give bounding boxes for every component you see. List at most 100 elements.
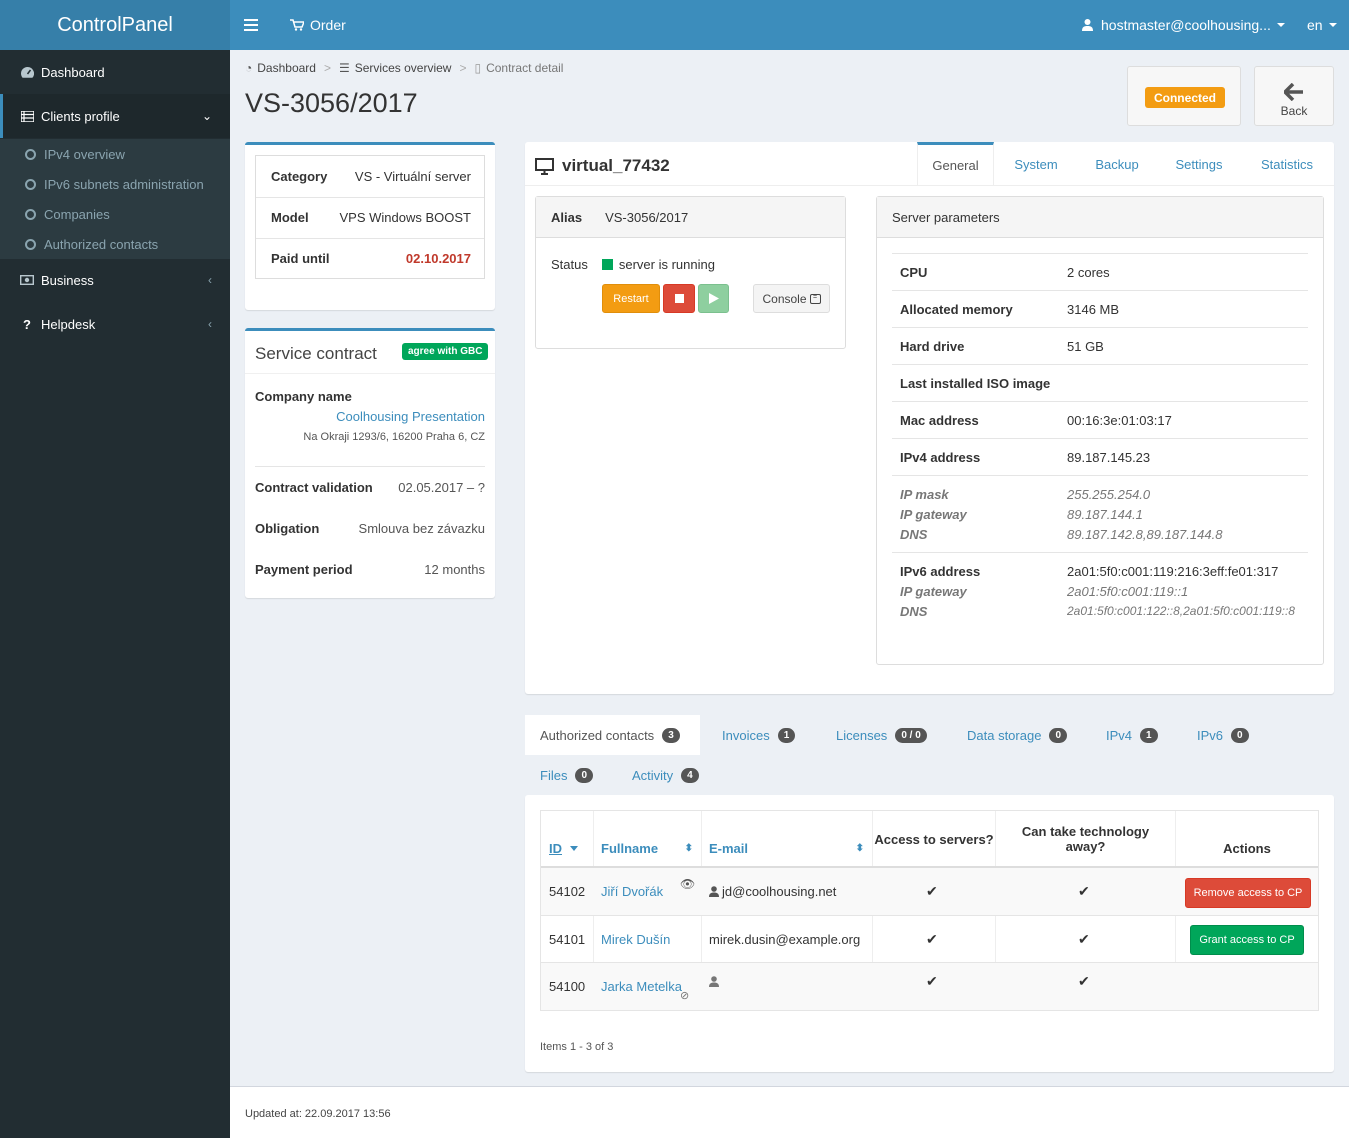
tab-general[interactable]: General (917, 142, 994, 186)
console-button[interactable]: Console = (753, 284, 830, 313)
tab-label: Activity (632, 767, 674, 783)
contacts-panel: ID Fullname ⬍ E-mail ⬍ Access to servers? … (525, 795, 1334, 1072)
user-menu[interactable]: hostmaster@coolhousing... (1082, 0, 1285, 50)
language-menu[interactable]: en (1307, 0, 1337, 50)
dns-label: DNS (900, 526, 928, 542)
tab-activity[interactable]: Activity 4 (632, 755, 699, 795)
back-button[interactable]: Back (1254, 66, 1334, 126)
order-link[interactable]: Order (290, 0, 346, 50)
summary-table: Category VS - Virtuální server Model VPS W… (255, 155, 485, 279)
tab-files[interactable]: Files 0 (540, 755, 594, 795)
remove-access-button[interactable]: Remove access to CP (1185, 878, 1311, 908)
stop-button[interactable] (663, 284, 695, 313)
row-fullname-link[interactable]: Mirek Dušín (601, 931, 671, 947)
dashboard-icon: ◔ (245, 61, 253, 75)
tab-backup[interactable]: Backup (1095, 156, 1139, 172)
user-icon (709, 976, 719, 987)
status-label: Status (551, 256, 588, 272)
sidebar-subitem-companies[interactable]: Companies (25, 199, 110, 229)
start-button[interactable] (698, 284, 729, 313)
row-fullname-link[interactable]: Jiří Dvořák (601, 884, 664, 899)
sidebar-item-label: Helpdesk (41, 316, 96, 332)
tab-invoices[interactable]: Invoices 1 (722, 715, 796, 755)
ip-gateway-label: IP gateway (900, 506, 967, 522)
dns-value: 89.187.142.8,89.187.144.8 (1067, 526, 1223, 542)
tab-ipv6[interactable]: IPv6 0 (1197, 715, 1249, 755)
tab-statistics[interactable]: Statistics (1260, 156, 1313, 172)
parameters-header: Server parameters (877, 197, 1323, 238)
breadcrumb-item[interactable]: Services overview (354, 61, 452, 75)
list-icon (20, 110, 34, 122)
fullname-column-header[interactable]: Fullname ⬍ (601, 833, 693, 863)
terminal-icon: = (809, 293, 821, 304)
id-sort-link[interactable]: ID (549, 840, 562, 856)
eye-icon[interactable]: 👁 (680, 877, 696, 891)
sort-icon: ⬍ (855, 842, 864, 854)
check-icon: ✔ (926, 930, 938, 947)
tab-licenses[interactable]: Licenses 0 / 0 (836, 715, 927, 755)
paid-until-value: 02.10.2017 (405, 251, 471, 266)
table-row (541, 963, 1318, 1010)
app-logo[interactable]: ControlPanel (0, 0, 230, 50)
tab-authorized-contacts[interactable]: Authorized contacts 3 (525, 715, 700, 755)
server-tabs: General System Backup Settings Statistic… (525, 142, 1334, 186)
sort-icon: ⬍ (684, 842, 693, 854)
cpu-value: 2 cores (1067, 264, 1110, 280)
row-id: 54102 (549, 884, 586, 899)
email-column-header[interactable]: E-mail ⬍ (709, 833, 864, 863)
tab-label: Licenses (836, 727, 888, 743)
tab-label: Data storage (967, 727, 1042, 743)
ipv4-label: IPv4 address (900, 449, 981, 465)
play-icon (708, 293, 719, 304)
restart-button[interactable]: Restart (602, 284, 660, 313)
sidebar-subitem-label: Companies (44, 206, 110, 222)
chevron-down-icon (1328, 23, 1337, 27)
ipv6-gateway-value: 2a01:5f0:c001:119::1 (1067, 583, 1189, 599)
user-icon (1082, 19, 1093, 31)
model-value: VPS Windows BOOST (339, 210, 471, 225)
gbc-badge: agree with GBC (402, 343, 489, 360)
company-link[interactable]: Coolhousing Presentation (336, 409, 485, 424)
eye-slash-icon[interactable]: ⊘ (680, 990, 690, 1002)
summary-box: Category VS - Virtuální server Model VPS W… (245, 142, 495, 310)
sidebar-subitem-label: Authorized contacts (44, 236, 159, 252)
grant-access-button[interactable]: Grant access to CP (1190, 925, 1304, 955)
circle-icon (25, 178, 36, 190)
iso-label: Last installed ISO image (900, 375, 1051, 391)
chevron-left-icon: ‹ (208, 273, 212, 287)
sidebar-item-helpdesk[interactable]: ? Helpdesk ‹ (0, 302, 230, 346)
paid-until-label: Paid until (271, 251, 330, 266)
sidebar-subitem-ipv4[interactable]: IPv4 overview (25, 139, 125, 169)
breadcrumb-item[interactable]: Dashboard (257, 61, 316, 75)
sidebar-item-dashboard[interactable]: Dashboard (0, 50, 230, 94)
cart-icon (290, 19, 304, 31)
footer: Updated at: 22.09.2017 13:56 (230, 1086, 1349, 1138)
sidebar-item-clients-profile[interactable]: Clients profile ⌄ (0, 94, 230, 138)
row-id: 54101 (549, 931, 586, 947)
sidebar-item-business[interactable]: Business ‹ (0, 258, 230, 302)
row-fullname-link[interactable]: Jarka Metelka (601, 979, 682, 994)
menu-toggle-icon[interactable] (244, 0, 258, 50)
tab-settings[interactable]: Settings (1175, 156, 1223, 172)
circle-icon (25, 148, 36, 160)
page-title: VS-3056/2017 (245, 88, 418, 118)
circle-icon (25, 208, 36, 220)
id-column-header[interactable]: ID (549, 833, 578, 863)
ipv6-value: 2a01:5f0:c001:119:216:3eff:fe01:317 (1067, 563, 1279, 579)
sidebar-item-label: Business (41, 272, 94, 288)
access-column-header: Access to servers? (874, 831, 994, 847)
tab-label: IPv6 (1197, 727, 1224, 743)
breadcrumb-current: Contract detail (486, 61, 564, 75)
sidebar-subitem-contacts[interactable]: Authorized contacts (25, 229, 158, 259)
tab-ipv4[interactable]: IPv4 1 (1106, 715, 1158, 755)
row-email-value: jd@coolhousing.net (722, 884, 837, 899)
question-icon: ? (23, 316, 31, 332)
sidebar-subitem-ipv6[interactable]: IPv6 subnets administration (25, 169, 204, 199)
count-badge: 4 (681, 767, 699, 783)
ip-mask-label: IP mask (900, 486, 949, 502)
tab-system[interactable]: System (1014, 156, 1058, 172)
money-icon (20, 275, 34, 285)
contacts-table: ID Fullname ⬍ E-mail ⬍ Access to servers? … (540, 810, 1319, 1011)
server-name: virtual_77432 (562, 156, 670, 175)
tab-data-storage[interactable]: Data storage 0 (967, 715, 1067, 755)
